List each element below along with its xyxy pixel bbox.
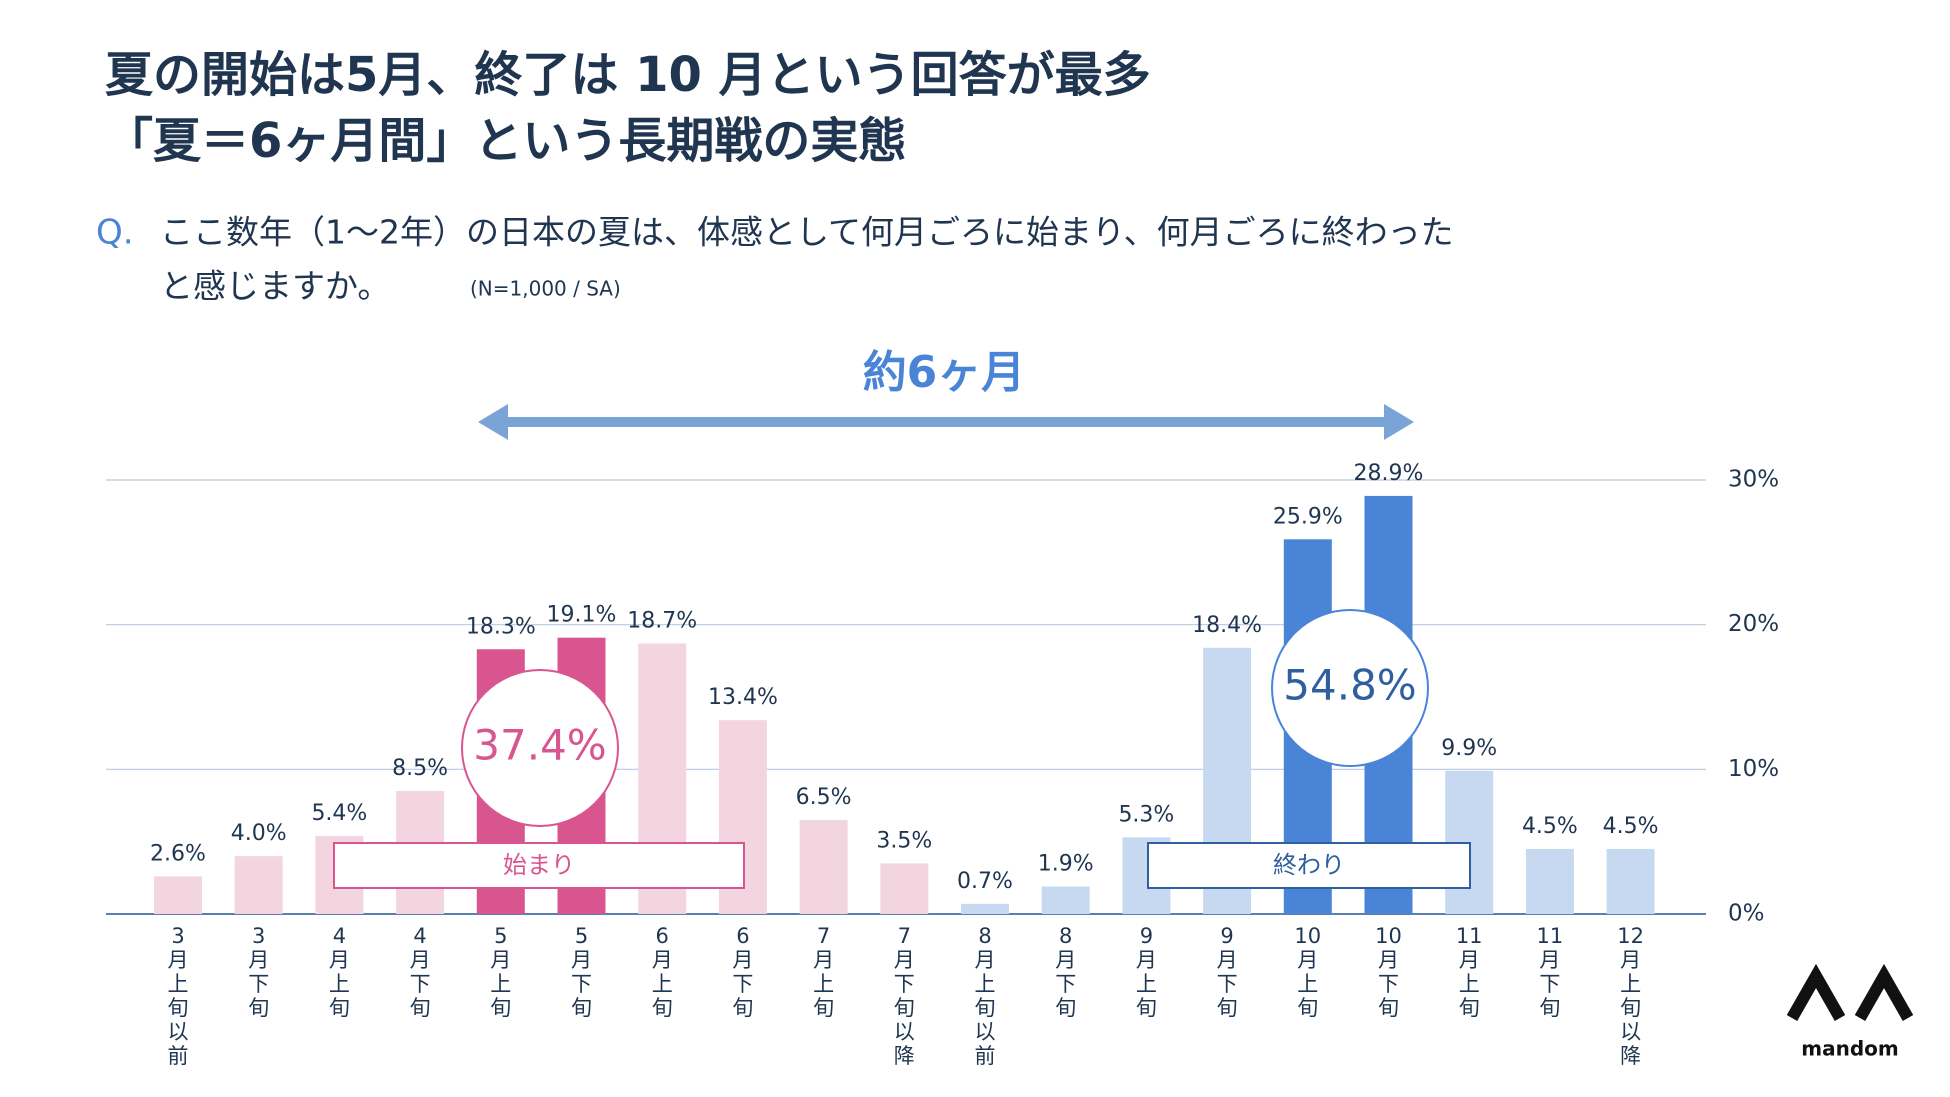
x-tick-label: 5月上旬: [490, 924, 512, 1020]
value-label: 4.0%: [231, 821, 287, 846]
value-label: 3.5%: [876, 828, 932, 853]
value-label: 0.7%: [957, 869, 1013, 894]
x-tick-label: 12月上旬以降: [1617, 924, 1644, 1068]
group-total: 54.8%: [1283, 661, 1416, 710]
bar: [1606, 848, 1655, 914]
y-tick-label: 0%: [1728, 901, 1765, 927]
group-box: [1147, 842, 1471, 889]
title-line: 「夏＝6ヶ月間」という長期戦の実態: [105, 113, 906, 169]
x-tick-label: 6月下旬: [732, 924, 754, 1020]
x-tick-label: 5月下旬: [571, 924, 592, 1020]
value-label: 5.4%: [311, 801, 367, 826]
value-label: 28.9%: [1354, 461, 1424, 486]
x-tick-label: 11月下旬: [1536, 924, 1564, 1020]
x-tick-label: 3月下旬: [248, 924, 270, 1020]
x-tick-label: 7月下旬以降: [893, 924, 915, 1068]
value-label: 25.9%: [1273, 504, 1343, 529]
value-label: 19.1%: [547, 603, 617, 628]
x-tick-label: 6月上旬: [651, 924, 673, 1020]
bar: [1041, 886, 1090, 914]
value-label: 18.4%: [1192, 613, 1262, 638]
x-tick-label: 3月上旬以前: [167, 924, 189, 1068]
bar: [234, 856, 283, 914]
value-label: 5.3%: [1118, 802, 1174, 827]
x-tick-label: 8月上旬以前: [974, 924, 996, 1068]
total-circle: [1271, 609, 1429, 767]
question-text: と感じますか。: [160, 267, 390, 306]
x-tick-label: 10月下旬: [1375, 924, 1402, 1020]
bar: [799, 819, 848, 914]
value-label: 9.9%: [1441, 736, 1497, 761]
logo-mark: [1786, 963, 1914, 1021]
value-label: 2.6%: [150, 841, 206, 866]
question-text: ここ数年（1～2年）の日本の夏は、体感として何月ごろに始まり、何月ごろに終わった: [160, 213, 1454, 252]
x-tick-label: 4月下旬: [409, 924, 431, 1020]
value-label: 6.5%: [796, 785, 852, 810]
y-tick-label: 10%: [1728, 756, 1779, 782]
y-tick-label: 20%: [1728, 611, 1779, 637]
group-total: 37.4%: [473, 721, 606, 770]
group-box: [333, 842, 745, 889]
value-label: 4.5%: [1603, 814, 1659, 839]
question-marker: Q.: [96, 213, 134, 253]
bar: [880, 863, 929, 914]
bar: [961, 903, 1009, 914]
span-label: 約6ヶ月: [863, 347, 1026, 398]
title-line: 夏の開始は5月、終了は 10 月という回答が最多: [105, 47, 1151, 103]
x-tick-label: 8月下旬: [1055, 924, 1077, 1020]
question-note: (N=1,000 / SA): [470, 277, 621, 301]
x-tick-label: 10月上旬: [1294, 924, 1322, 1020]
group-label: 始まり: [503, 851, 575, 879]
total-circle: [461, 669, 619, 827]
x-tick-label: 9月下旬: [1216, 924, 1238, 1020]
x-tick-label: 4月上旬: [328, 924, 350, 1020]
value-label: 13.4%: [708, 685, 778, 710]
x-tick-label: 11月上旬: [1455, 924, 1483, 1020]
value-label: 8.5%: [392, 756, 448, 781]
bar: [1525, 848, 1574, 914]
value-label: 1.9%: [1038, 852, 1094, 877]
y-tick-label: 30%: [1728, 467, 1779, 493]
value-label: 18.7%: [627, 608, 697, 633]
value-label: 18.3%: [466, 614, 536, 639]
group-label: 終わり: [1273, 851, 1345, 879]
value-label: 4.5%: [1522, 814, 1578, 839]
logo: mandom: [1801, 1037, 1898, 1061]
x-tick-label: 9月上旬: [1135, 924, 1157, 1020]
span-arrow: [478, 404, 1414, 440]
bar: [154, 876, 202, 914]
x-tick-label: 7月上旬: [813, 924, 835, 1020]
